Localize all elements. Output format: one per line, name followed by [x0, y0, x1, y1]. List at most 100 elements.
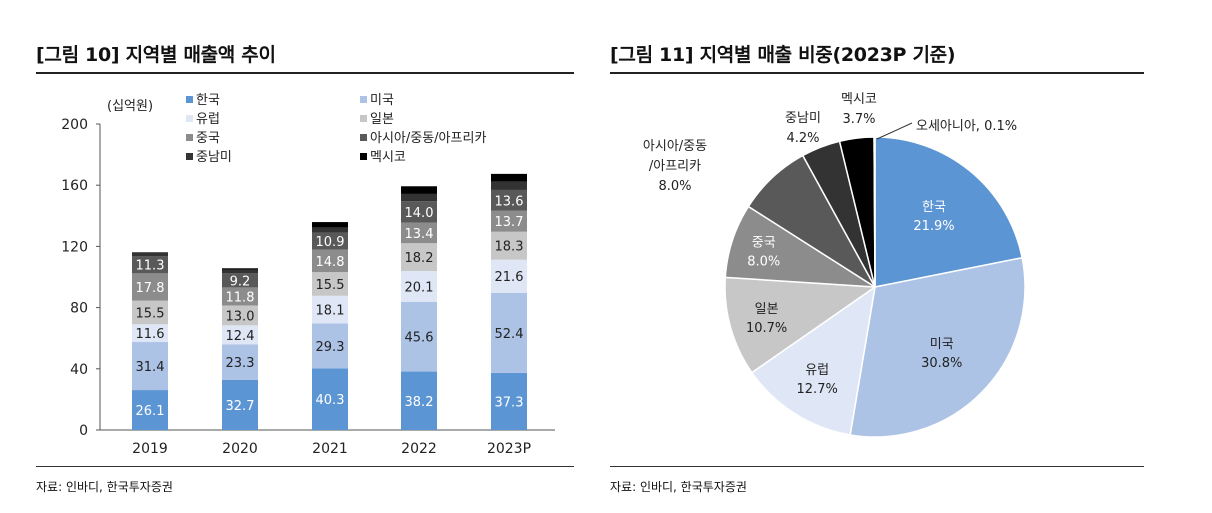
pie-outside-name: 중남미: [785, 111, 821, 126]
bar-data-label: 15.5: [136, 306, 165, 321]
bar-data-label: 18.1: [316, 304, 345, 319]
bar-segment: [491, 189, 527, 211]
pie-slice-value: 8.0%: [747, 255, 780, 270]
x-tick-label: 2019: [132, 441, 168, 457]
legend-swatch: [360, 153, 367, 160]
bar-data-label: 29.3: [316, 340, 345, 355]
bar-segment: [222, 268, 258, 270]
right-source-note: 자료: 인바디, 한국투자증권: [610, 480, 747, 494]
pie-outside-name: 멕시코: [841, 92, 877, 107]
bar-data-label: 11.3: [136, 259, 165, 274]
bar-segment: [312, 323, 348, 369]
y-axis-unit-label: (십억원): [107, 99, 153, 114]
x-tick-label: 2023P: [487, 441, 531, 457]
pie-slice: [724, 276, 878, 374]
pie-slice: [849, 256, 1026, 438]
legend-swatch: [186, 115, 193, 122]
bar-data-label: 20.1: [405, 280, 434, 295]
bar-segment: [312, 295, 348, 324]
bar-segment: [401, 271, 437, 302]
bar-data-label: 11.8: [226, 290, 255, 305]
x-tick-label: 2020: [222, 441, 258, 457]
pie-slice-name: 한국: [922, 200, 946, 215]
bar-data-label: 18.2: [405, 251, 434, 266]
pie-slice: [750, 285, 877, 436]
bar-segment: [222, 273, 258, 288]
bar-data-label: 23.3: [226, 356, 255, 371]
legend-swatch: [186, 153, 193, 160]
bar-data-label: 14.8: [316, 255, 345, 270]
bar-segment: [491, 173, 527, 182]
bar-segment: [401, 222, 437, 244]
pie-slice-name: 일본: [755, 302, 779, 317]
bar-segment: [491, 231, 527, 260]
legend-label: 아시아/중동/아프리카: [370, 131, 486, 146]
right-chart-title: [그림 11] 지역별 매출 비중(2023P 기준): [610, 44, 956, 66]
bar-data-label: 13.6: [495, 194, 524, 209]
pie-outside-value: 8.0%: [658, 179, 691, 194]
bar-data-label: 17.8: [136, 281, 165, 296]
bar-data-label: 9.2: [230, 274, 251, 289]
legend-label: 일본: [370, 112, 394, 127]
legend-label: 유럽: [196, 112, 220, 127]
pie-outside-name: /아프리카: [649, 159, 701, 174]
legend-label: 미국: [370, 93, 394, 108]
legend-label: 멕시코: [370, 150, 406, 165]
legend-swatch: [186, 134, 193, 141]
stacked-bar-chart: 0 40 80 120 160 200 (십억원) 2019 2020 2021 2022 2023P…: [61, 93, 555, 457]
x-tick-label: 2022: [401, 441, 437, 457]
pie-leader-line: [876, 122, 913, 140]
pie-slice-name: 중국: [752, 236, 776, 251]
bar-segment: [491, 210, 527, 232]
bar-segment: [401, 371, 437, 430]
pie-slice-value: 12.7%: [797, 382, 838, 397]
bar-segment: [222, 287, 258, 306]
bar-segment: [312, 227, 348, 233]
right-source-rule: [610, 466, 1144, 467]
legend-label: 한국: [196, 93, 220, 108]
legend-swatch: [360, 96, 367, 103]
y-tick-label: 40: [70, 362, 88, 378]
bar-segment: [132, 256, 168, 274]
pie-slice: [874, 136, 1024, 288]
bar-segment: [401, 301, 437, 372]
bar-data-label: 13.7: [495, 215, 524, 230]
bar-segment: [491, 292, 527, 373]
bar-segment: [132, 324, 168, 343]
pie-outside-value: 4.2%: [786, 131, 819, 146]
pie-slice-value: 21.9%: [913, 219, 954, 234]
bar-data-label: 12.4: [226, 329, 255, 344]
legend-label: 중남미: [196, 150, 232, 165]
left-chart-title: [그림 10] 지역별 매출액 추이: [36, 44, 276, 66]
y-tick-label: 160: [61, 178, 88, 194]
left-source-note: 자료: 인바디, 한국투자증권: [36, 480, 173, 494]
bar-data-label: 21.6: [495, 270, 524, 285]
bar-data-label: 52.4: [495, 327, 524, 342]
bar-segment: [132, 300, 168, 325]
bar-segment: [222, 379, 258, 430]
bar-segment: [401, 201, 437, 223]
pie-outside-label: 오세아니아, 0.1%: [916, 119, 1017, 134]
bar-segment: [491, 181, 527, 190]
right-title-rule: [610, 72, 1144, 74]
bar-data-label: 10.9: [316, 235, 345, 250]
bar-segment: [312, 249, 348, 273]
y-tick-label: 200: [61, 117, 88, 133]
x-tick-label: 2021: [312, 441, 348, 457]
bar-data-label: 11.6: [136, 327, 165, 342]
pie-outside-value: 3.7%: [842, 112, 875, 127]
bar-data-label: 40.3: [316, 393, 345, 408]
bar-segment: [312, 222, 348, 228]
bar-data-label: 45.6: [405, 331, 434, 346]
bar-segment: [491, 372, 527, 430]
y-tick-label: 0: [79, 423, 88, 439]
pie-outside-name: 아시아/중동: [643, 139, 707, 154]
bar-data-label: 13.0: [226, 309, 255, 324]
bar-data-label: 38.2: [405, 395, 434, 410]
legend-swatch: [360, 115, 367, 122]
bar-data-label: 18.3: [495, 240, 524, 255]
legend-swatch: [360, 134, 367, 141]
left-source-rule: [36, 466, 574, 467]
bar-segment: [132, 342, 168, 391]
bar-segment: [222, 305, 258, 326]
